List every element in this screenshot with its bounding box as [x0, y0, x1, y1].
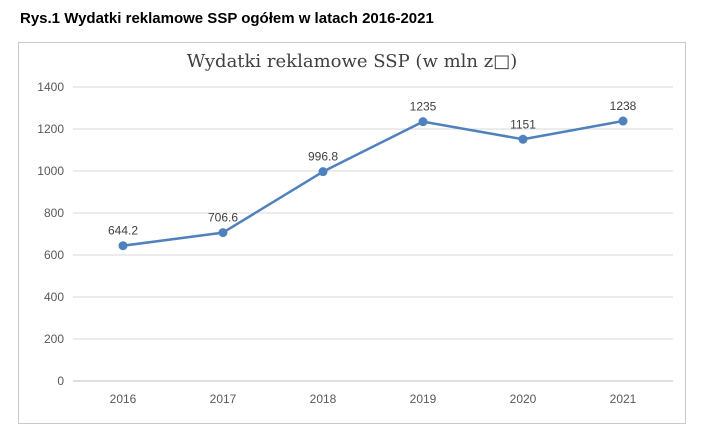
data-point-label: 1238	[610, 99, 637, 113]
data-point-marker	[518, 134, 528, 144]
x-tick-label: 2019	[410, 392, 437, 406]
x-tick-label: 2017	[210, 392, 237, 406]
data-point-marker	[418, 117, 428, 127]
data-point-marker	[218, 228, 228, 238]
data-point-label: 1235	[410, 100, 437, 114]
y-tick-label: 1200	[37, 122, 64, 136]
data-point-label: 1151	[510, 117, 536, 131]
x-tick-label: 2021	[610, 392, 637, 406]
line-chart-svg: 0 200 400 600 800 1000 1200 1400 2016 2017 2018 201…	[37, 80, 673, 406]
data-point-label: 644.2	[108, 224, 138, 238]
y-tick-label: 1000	[37, 164, 64, 178]
data-point-marker	[318, 167, 328, 177]
data-point-label: 996.8	[308, 150, 338, 164]
y-tick-label: 400	[44, 290, 64, 304]
data-point-label: 706.6	[208, 211, 238, 225]
y-tick-label: 800	[44, 206, 64, 220]
figure-caption: Rys.1 Wydatki reklamowe SSP ogółem w lat…	[20, 10, 434, 27]
y-tick-label: 600	[44, 248, 64, 262]
y-tick-label: 200	[44, 332, 64, 346]
chart-title: Wydatki reklamowe SSP (w mln z□)	[186, 51, 518, 72]
y-tick-label: 1400	[37, 80, 64, 94]
data-point-marker	[118, 241, 128, 251]
y-tick-label: 0	[57, 374, 64, 388]
x-tick-label: 2016	[110, 392, 137, 406]
series-line	[121, 119, 625, 247]
x-tick-label: 2018	[310, 392, 337, 406]
data-point-marker	[618, 116, 628, 126]
x-tick-label: 2020	[510, 392, 537, 406]
chart-container: Wydatki reklamowe SSP (w mln z□) 0 200 400…	[18, 42, 686, 424]
